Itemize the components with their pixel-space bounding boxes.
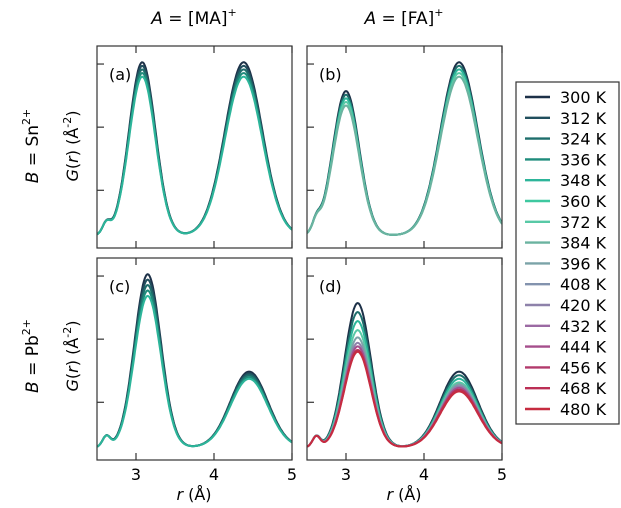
legend-entry-label: 384 K xyxy=(560,234,607,253)
x-tick-label: 3 xyxy=(131,465,141,484)
curves xyxy=(307,302,502,448)
series-line-312k xyxy=(97,278,292,448)
panel-label: (a) xyxy=(109,65,131,84)
x-tick-label: 4 xyxy=(419,465,429,484)
y-axis-label-top: G(r) (Å-2) xyxy=(61,111,82,182)
series-line-348k xyxy=(97,75,292,236)
x-tick-label: 4 xyxy=(209,465,219,484)
x-tick-label: 5 xyxy=(497,465,507,484)
legend-entry-label: 468 K xyxy=(560,379,607,398)
series-line-324k xyxy=(307,311,502,448)
plot-frame xyxy=(306,45,503,249)
series-line-480k xyxy=(307,350,502,448)
panel-b: (b) xyxy=(306,45,503,249)
series-line-324k xyxy=(307,64,502,236)
legend-entry-label: 456 K xyxy=(560,358,607,377)
x-axis-label-right: r (Å) xyxy=(386,485,421,504)
series-line-372k xyxy=(307,72,502,236)
legend-entry-label: 396 K xyxy=(560,254,607,273)
panel-label: (c) xyxy=(109,277,130,296)
panel-label: (d) xyxy=(319,277,342,296)
row-title-pb: B = Pb2+ xyxy=(20,319,43,393)
column-title-ma: A = [MA]+ xyxy=(150,6,236,29)
row-title-sn: B = Sn2+ xyxy=(20,109,43,184)
series-line-300k xyxy=(307,61,502,236)
plot-frame xyxy=(306,257,503,461)
x-tick-label: 5 xyxy=(287,465,297,484)
x-axis-label-left: r (Å) xyxy=(176,485,211,504)
legend-entry-label: 324 K xyxy=(560,130,607,149)
legend-entry-label: 408 K xyxy=(560,275,607,294)
plot-frame xyxy=(96,257,293,461)
series-line-300k xyxy=(307,302,502,448)
series-line-348k xyxy=(97,294,292,448)
curves xyxy=(97,61,292,236)
series-line-384k xyxy=(307,75,502,236)
legend-entry-label: 360 K xyxy=(560,192,607,211)
column-title-fa: A = [FA]+ xyxy=(363,6,443,29)
panels: (a) (b) 3 4 5 (c) 3 4 5 (d) xyxy=(96,45,507,484)
series-line-300k xyxy=(97,273,292,448)
series-line-348k xyxy=(307,68,502,236)
legend-entry-label: 444 K xyxy=(560,338,607,357)
panel-c: 3 4 5 (c) xyxy=(96,257,297,484)
legend-entry-label: 348 K xyxy=(560,171,607,190)
series-line-336k xyxy=(97,289,292,448)
legend-entry-label: 420 K xyxy=(560,296,607,315)
x-tick-label: 3 xyxy=(341,465,351,484)
legend-entry-label: 372 K xyxy=(560,213,607,232)
curves xyxy=(97,273,292,448)
legend-entry-label: 480 K xyxy=(560,400,607,419)
legend-entry-label: 336 K xyxy=(560,150,607,169)
legend-entry-label: 432 K xyxy=(560,317,607,336)
series-line-324k xyxy=(97,284,292,448)
legend-entry-label: 300 K xyxy=(560,88,607,107)
curves xyxy=(307,61,502,236)
panel-a: (a) xyxy=(96,45,293,249)
panel-d: 3 4 5 (d) xyxy=(306,257,507,484)
y-axis-label-bottom: G(r) (Å-2) xyxy=(61,321,82,392)
plot-frame xyxy=(96,45,293,249)
series-line-348k xyxy=(307,320,502,448)
panel-label: (b) xyxy=(319,65,342,84)
legend-entry-label: 312 K xyxy=(560,109,607,128)
